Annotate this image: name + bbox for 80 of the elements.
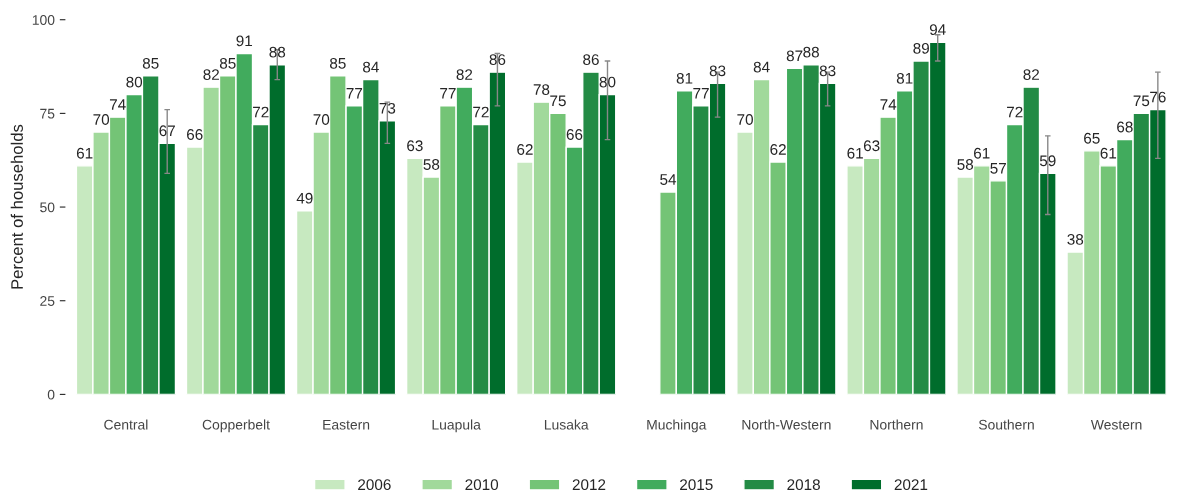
x-tick-label: Northern: [870, 419, 923, 430]
data-label: 87: [786, 50, 803, 62]
data-label: 62: [517, 144, 533, 155]
data-label: 89: [913, 42, 929, 54]
data-label: 74: [109, 99, 126, 110]
data-label: 66: [566, 129, 583, 140]
data-label: 86: [489, 54, 506, 65]
data-label: 58: [423, 159, 440, 170]
data-label: 75: [550, 95, 566, 107]
x-tick-label: Muchinga: [647, 419, 707, 433]
data-label: 85: [329, 57, 346, 69]
data-label: 61: [1100, 147, 1117, 159]
data-label: 77: [440, 88, 456, 99]
data-label: 80: [126, 76, 143, 88]
data-label: 76: [1150, 91, 1166, 103]
data-label: 62: [770, 144, 786, 155]
data-label: 82: [456, 69, 473, 80]
x-tick-label: Eastern: [323, 419, 370, 430]
legend-label: 2021: [894, 479, 928, 491]
x-tick-label: Luapula: [432, 419, 481, 433]
data-label: 74: [880, 99, 897, 110]
data-label: 75: [1133, 95, 1150, 107]
data-label: 61: [974, 147, 990, 159]
data-label: 67: [159, 125, 175, 137]
legend-label: 2015: [680, 479, 713, 491]
x-tick-label: Southern: [978, 419, 1034, 430]
data-label: 84: [363, 61, 379, 73]
data-label: 94: [929, 24, 946, 36]
data-label: 77: [346, 88, 363, 99]
data-label: 83: [819, 65, 836, 77]
data-label: 80: [599, 76, 616, 88]
y-tick-label: 25: [40, 296, 55, 306]
x-tick-label: Western: [1090, 419, 1142, 430]
data-label: 88: [803, 46, 819, 58]
data-label: 54: [660, 174, 677, 185]
data-label: 78: [533, 84, 550, 95]
data-label: 82: [1023, 69, 1039, 80]
data-label: 68: [1117, 121, 1133, 133]
y-tick-label: 0: [47, 389, 55, 400]
data-label: 85: [142, 57, 159, 69]
data-label: 58: [957, 159, 974, 170]
x-tick-label: North-Western: [742, 419, 831, 430]
data-label: 65: [1084, 132, 1100, 144]
data-label: 61: [847, 147, 863, 159]
y-axis-title: Percent of households: [10, 124, 23, 289]
data-label: 84: [753, 61, 770, 73]
data-label: 73: [379, 102, 396, 114]
y-tick-label: 75: [40, 108, 55, 119]
data-label: 83: [709, 65, 726, 77]
data-label: 72: [253, 106, 269, 118]
x-tick-label: Lusaka: [544, 419, 589, 430]
data-label: 59: [1039, 155, 1056, 167]
data-label: 72: [473, 106, 489, 118]
data-label: 38: [1067, 234, 1084, 245]
data-label: 66: [187, 129, 203, 140]
legend-label: 2006: [358, 479, 391, 491]
data-label: 70: [737, 114, 753, 125]
data-label: 85: [219, 57, 236, 69]
data-label: 91: [236, 35, 253, 47]
data-label: 88: [269, 46, 286, 58]
data-label: 82: [203, 69, 219, 80]
data-label: 77: [693, 88, 709, 99]
data-label: 49: [296, 192, 313, 204]
data-label: 81: [896, 72, 913, 84]
y-tick-label: 100: [32, 15, 55, 25]
data-label: 70: [93, 114, 110, 125]
legend-label: 2010: [465, 479, 499, 491]
legend-label: 2018: [787, 479, 820, 491]
data-label: 63: [407, 140, 423, 152]
data-label: 57: [990, 162, 1006, 174]
data-label: 61: [76, 147, 93, 159]
data-label: 63: [863, 140, 880, 152]
data-label: 86: [583, 54, 599, 65]
y-tick-label: 50: [40, 202, 55, 213]
data-label: 70: [313, 114, 330, 125]
x-tick-label: Central: [104, 419, 148, 430]
data-label: 72: [1007, 106, 1023, 118]
x-tick-label: Copperbelt: [202, 419, 270, 433]
data-label: 81: [676, 72, 693, 84]
legend-label: 2012: [572, 479, 606, 491]
